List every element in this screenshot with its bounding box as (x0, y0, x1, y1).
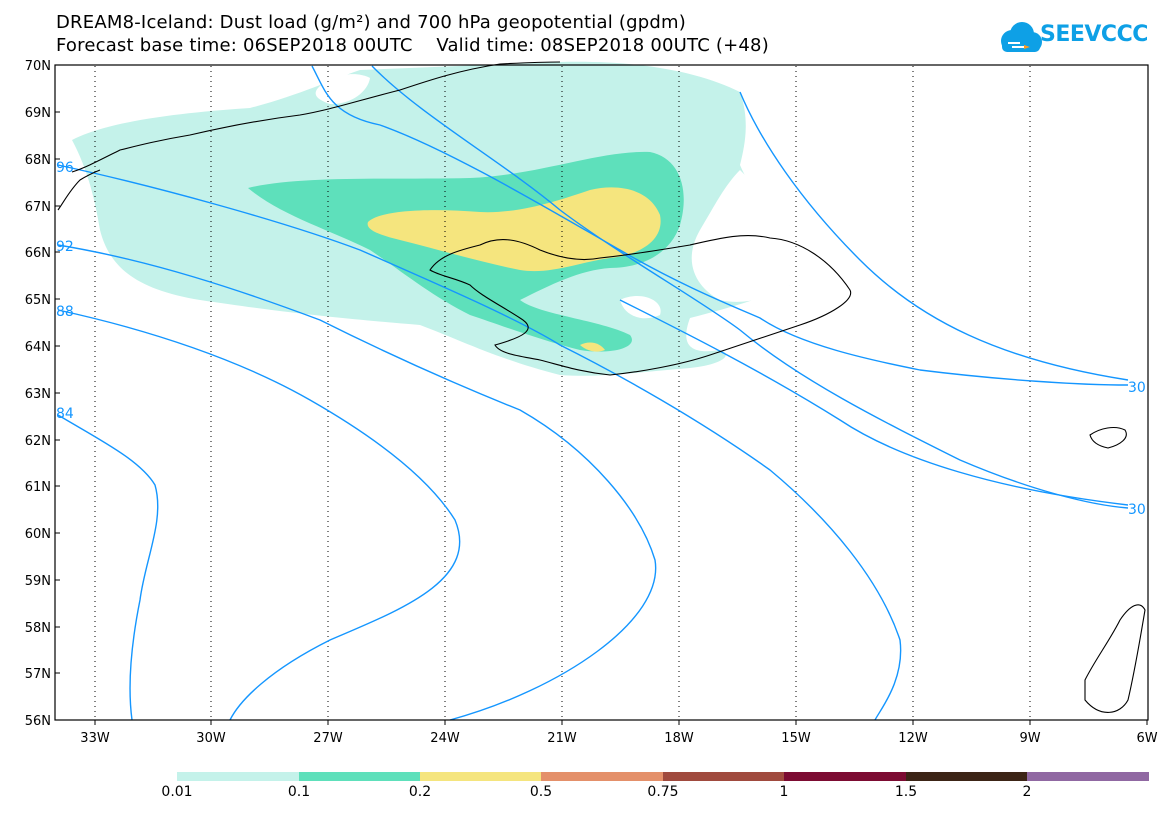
contour-label: 92 (56, 239, 74, 255)
lon-label: 21W (547, 731, 577, 746)
lat-label: 68N (25, 153, 51, 168)
colorbar-label: 0.1 (287, 784, 311, 800)
colorbar-swatch-3 (541, 772, 663, 781)
contour-value-labels: 96 92 88 84 30 30 (56, 160, 1146, 518)
contour-label: 84 (56, 406, 74, 422)
iceland-coast (429, 234, 852, 376)
contour-308 (371, 65, 1129, 509)
lat-label: 63N (25, 387, 51, 402)
contour-label: 88 (56, 304, 74, 320)
contour-284 (57, 414, 159, 721)
geopotential-contours (57, 65, 1129, 721)
contour-292 (57, 244, 657, 721)
contour-right-bot (619, 299, 1129, 506)
lat-label: 58N (25, 621, 51, 636)
lon-label: 15W (781, 731, 811, 746)
colorbar-swatch-5 (784, 772, 906, 781)
dust-fill-layer (72, 61, 792, 376)
contour-label: 30 (1128, 380, 1146, 396)
colorbar-label: 1.5 (894, 784, 918, 800)
colorbar-swatch-7 (1027, 772, 1149, 781)
lat-label: 64N (25, 340, 51, 355)
colorbar-swatch-2 (420, 772, 541, 781)
colorbar-swatch-4 (663, 772, 784, 781)
lat-label: 56N (25, 714, 51, 729)
colorbar-swatch-6 (906, 772, 1027, 781)
graticule (94, 66, 1031, 720)
lat-label: 69N (25, 106, 51, 121)
lat-labels: 70N 69N 68N 67N 66N 65N 64N 63N 62N 61N … (25, 59, 51, 729)
colorbar-label: 0.01 (161, 784, 193, 800)
colorbar-swatch-1 (299, 772, 420, 781)
lat-label: 62N (25, 434, 51, 449)
colorbar-label: 1 (779, 784, 789, 800)
colorbar-label: 0.2 (408, 784, 432, 800)
lon-label: 9W (1019, 731, 1040, 746)
scotland-coast (1084, 604, 1146, 713)
colorbar-label: 0.5 (529, 784, 553, 800)
lat-label: 65N (25, 293, 51, 308)
faroe-islands (1089, 426, 1127, 449)
lon-label: 24W (430, 731, 460, 746)
lat-label: 59N (25, 574, 51, 589)
lon-ticks (94, 720, 1148, 725)
lat-label: 57N (25, 667, 51, 682)
seevccc-logo (1001, 22, 1042, 52)
lon-label: 30W (196, 731, 226, 746)
contour-label: 96 (56, 160, 74, 176)
lat-label: 60N (25, 527, 51, 542)
dust-region-0.2-small (580, 342, 605, 352)
lon-label: 12W (898, 731, 928, 746)
contour-right-top (739, 91, 1129, 381)
lat-label: 70N (25, 59, 51, 74)
map-title: DREAM8-Iceland: Dust load (g/m²) and 700… (56, 12, 686, 33)
contour-label: 30 (1128, 502, 1146, 518)
contour-296 (57, 164, 902, 721)
lat-label: 66N (25, 246, 51, 261)
colorbar-label: 0.75 (647, 784, 679, 800)
dust-hole-3 (620, 295, 661, 319)
lon-label: 6W (1136, 731, 1157, 746)
greenland-coast-south (57, 169, 101, 211)
colorbar-swatch-0 (177, 772, 299, 781)
lon-label: 27W (313, 731, 343, 746)
colorbar (177, 772, 1149, 781)
lat-label: 67N (25, 200, 51, 215)
map-subtitle-times: Forecast base time: 06SEP2018 00UTC Vali… (56, 35, 769, 56)
contour-288 (57, 309, 461, 721)
lon-labels: 33W 30W 27W 24W 21W 18W 15W 12W 9W 6W (80, 731, 1157, 746)
cloud-icon (1001, 22, 1042, 52)
lon-label: 18W (664, 731, 694, 746)
contour-304-upper (311, 65, 1129, 386)
dust-region-0.2 (367, 187, 661, 272)
logo-text: SEEVCCC (1040, 22, 1148, 47)
lat-ticks (55, 64, 60, 721)
lat-label: 61N (25, 480, 51, 495)
colorbar-label: 2 (1022, 784, 1032, 800)
lon-label: 33W (80, 731, 110, 746)
